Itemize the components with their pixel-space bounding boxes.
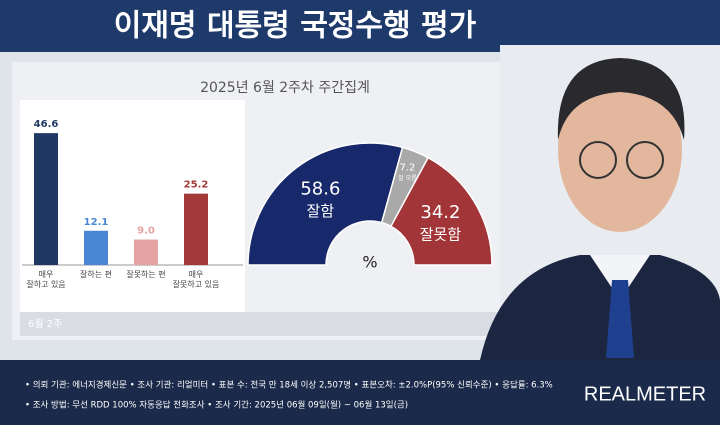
segment-label: 잘함 [307,202,335,220]
photo [480,45,720,360]
subtitle: 2025년 6월 2주차 주간집계 [200,80,370,96]
category-label: 잘하는 편 [80,270,112,279]
bar [84,230,108,265]
donut-segment [247,142,404,266]
title: 이재명 대통령 국정수행 평가 [114,9,477,44]
segment-label: 잘못함 [420,226,462,244]
footer-line: • 조사 방법: 무선 RDD 100% 자동응답 전화조사 • 조사 기간: … [25,400,408,411]
bar [184,193,208,265]
segment-label: 잘 모름 [398,174,417,182]
bar [34,133,58,265]
brand: REALMETER [584,383,706,405]
donut-segment [389,156,493,266]
bar [134,239,158,265]
center-label: % [362,253,377,272]
value-label: 12.1 [84,217,109,228]
value-label: 9.0 [137,226,155,237]
value-label: 46.6 [34,119,59,130]
value-label: 25.2 [184,180,209,191]
category-label: 매우 잘못하고 있음 [172,270,220,289]
footer-line: • 의뢰 기관: 에너지경제신문 • 조사 기관: 리얼미터 • 표본 수: 전… [25,380,553,391]
footer-band [0,360,720,425]
value-label: 34.2 [420,202,460,223]
header-band [0,0,720,52]
category-label: 잘못하는 편 [126,270,166,279]
period-strip [20,312,500,336]
period: 6월 2주 [28,318,62,330]
value-label: 58.6 [300,179,340,200]
category-label: 매우 잘하고 있음 [26,270,66,289]
value-label: 7.2 [399,162,415,173]
